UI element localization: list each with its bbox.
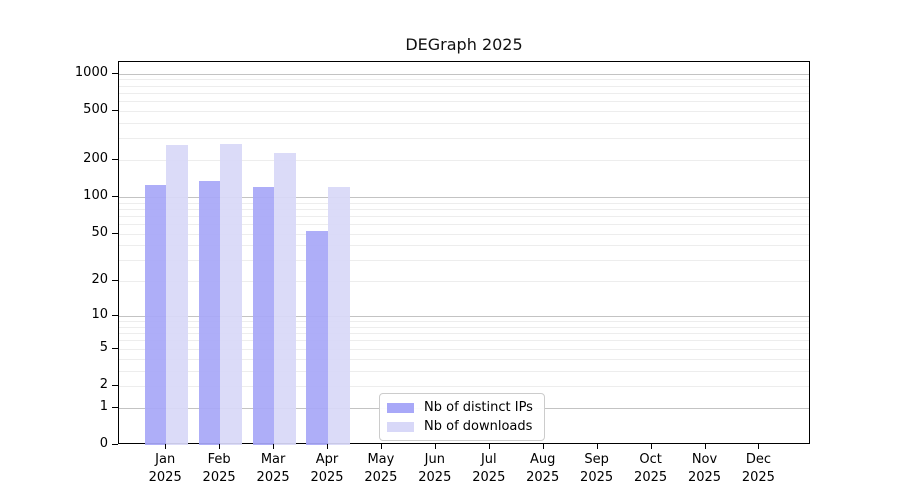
bar-downloads-apr [328,187,350,445]
minor-gridline [119,79,809,81]
major-gridline [119,73,809,75]
x-tick-mark [380,444,382,449]
minor-gridline [119,370,809,372]
bar-downloads-mar [274,153,296,445]
y-tick-mark [112,72,118,74]
chart-title: DEGraph 2025 [405,35,523,54]
y-tick-label: 50 [91,224,108,240]
x-tick-mark [434,444,436,449]
minor-gridline [119,260,809,262]
minor-gridline [119,245,809,247]
y-tick-label: 1 [99,398,108,414]
minor-gridline [119,385,809,387]
minor-gridline [119,281,809,283]
minor-gridline [119,326,809,328]
minor-gridline [119,122,809,124]
minor-gridline [119,215,809,217]
x-tick-label: Mar 2025 [256,452,290,485]
bar-distinct-ips-jan [144,184,167,445]
minor-gridline [119,92,809,94]
minor-gridline [119,85,809,87]
y-tick-label: 100 [83,187,108,203]
minor-gridline [119,110,809,112]
minor-gridline [119,358,809,360]
x-tick-label: Aug 2025 [526,452,560,485]
x-tick-mark [327,444,328,449]
y-tick-label: 2 [99,376,108,392]
y-tick-mark [112,384,118,386]
x-tick-label: Oct 2025 [634,452,668,485]
y-tick-mark [112,315,118,317]
bar-downloads-feb [220,144,242,445]
major-gridline [119,196,809,198]
y-tick-label: 500 [83,101,108,117]
x-tick-mark [165,444,167,449]
legend-label-distinct-ips: Nb of distinct IPs [424,399,533,415]
minor-gridline [119,208,809,210]
legend-swatch-downloads-icon [387,421,414,432]
x-tick-label: Jul 2025 [472,452,506,485]
bar-distinct-ips-feb [198,181,221,445]
minor-gridline [119,333,809,335]
y-tick-mark [112,195,118,197]
x-tick-label: Sep 2025 [580,452,614,485]
minor-gridline [119,224,809,225]
minor-gridline [119,159,809,161]
y-tick-label: 10 [91,307,108,323]
x-tick-mark [704,444,706,449]
plot-area [118,61,810,445]
y-tick-mark [112,232,118,234]
y-tick-label: 0 [99,436,108,451]
legend: Nb of distinct IPs Nb of downloads [379,393,545,441]
y-tick-label: 1000 [74,64,108,80]
minor-gridline [119,101,809,102]
minor-gridline [119,321,809,323]
y-tick-label: 20 [91,272,108,288]
x-tick-label: May 2025 [364,452,398,485]
legend-item-distinct-ips: Nb of distinct IPs [387,398,536,417]
minor-gridline [119,202,809,204]
x-tick-mark [596,444,598,449]
x-tick-label: Apr 2025 [310,452,344,485]
y-tick-mark [112,444,118,445]
minor-gridline [119,340,809,342]
y-tick-mark [112,280,118,282]
x-tick-mark [273,444,275,449]
x-tick-mark [650,444,652,449]
y-tick-label: 200 [83,150,108,166]
y-tick-mark [112,406,118,408]
major-gridline [119,316,809,318]
bar-downloads-jan [166,145,188,445]
x-tick-label: Nov 2025 [687,452,722,485]
x-tick-label: Jan 2025 [148,452,182,485]
x-tick-label: Dec 2025 [741,452,775,485]
y-tick-label: 5 [99,339,108,355]
x-tick-mark [758,444,760,449]
y-tick-mark [112,158,118,160]
minor-gridline [119,233,809,235]
x-tick-mark [542,444,544,449]
y-tick-mark [112,347,118,349]
minor-gridline [119,348,809,350]
legend-item-downloads: Nb of downloads [387,417,536,436]
bar-distinct-ips-apr [306,230,328,445]
x-tick-label: Feb 2025 [202,452,236,485]
minor-gridline [119,138,809,140]
x-tick-mark [219,444,221,449]
legend-label-downloads: Nb of downloads [424,418,533,434]
legend-swatch-distinct-ips-icon [387,402,414,413]
x-tick-label: Jun 2025 [418,452,452,485]
x-tick-mark [488,444,490,449]
bar-distinct-ips-mar [252,187,275,445]
y-tick-mark [112,109,118,111]
